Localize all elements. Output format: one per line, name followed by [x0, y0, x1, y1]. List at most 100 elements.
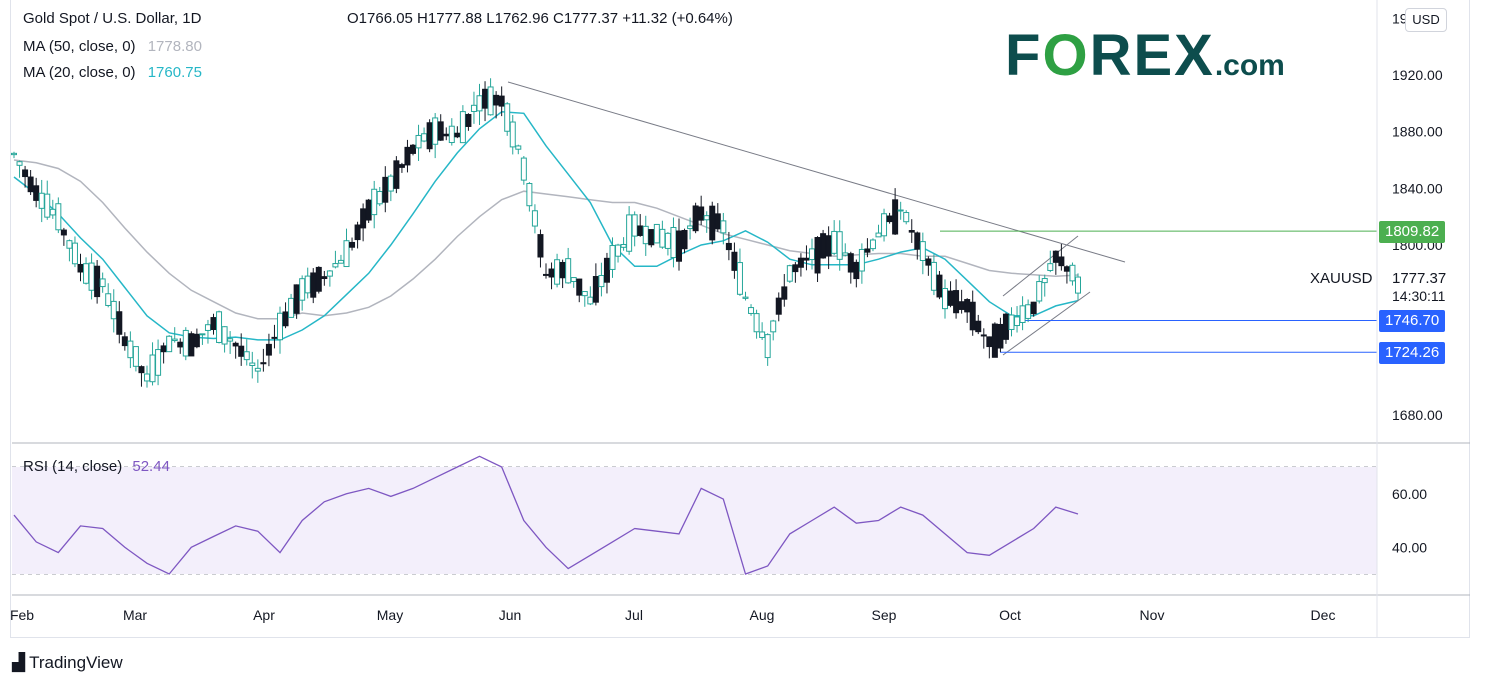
logo-letter: R — [1089, 23, 1134, 88]
candle-body — [83, 263, 90, 284]
candle-body — [1030, 301, 1037, 315]
candle-body — [149, 354, 156, 383]
candle-body — [227, 338, 234, 342]
descending-trendline — [507, 81, 1126, 263]
resistance-price-tag: 1809.82 — [1379, 221, 1446, 243]
candle-body — [953, 290, 960, 314]
symbol-title: Gold Spot / U.S. Dollar, 1D — [23, 10, 202, 27]
candle-body — [277, 312, 283, 341]
logo-suffix: .com — [1214, 49, 1285, 82]
candle-body — [986, 336, 993, 348]
candle-body — [581, 291, 588, 297]
ma50-legend[interactable]: MA (50, close, 0) 1778.80 — [23, 38, 202, 55]
tradingview-label: TradingView — [29, 653, 123, 672]
candle-body — [448, 125, 455, 144]
candle-body — [991, 323, 998, 358]
candle-body — [288, 297, 295, 318]
candle-body — [127, 340, 134, 359]
candle-body — [354, 224, 361, 241]
candle-body — [897, 209, 904, 212]
candle-body — [199, 333, 206, 336]
candle-body — [365, 199, 372, 221]
candle-body — [1058, 256, 1065, 267]
time-tick-label: Jul — [625, 607, 643, 623]
candle-body — [387, 175, 394, 192]
candle-body — [116, 311, 123, 335]
candle-body — [1063, 266, 1070, 272]
candle-body — [1014, 316, 1021, 327]
time-tick-label: Mar — [123, 607, 147, 623]
candle-body — [637, 225, 644, 236]
channel-upper-line — [1002, 235, 1079, 297]
candle-body — [537, 234, 544, 258]
candle-body — [1069, 264, 1076, 282]
candle-body — [925, 258, 932, 266]
candle-body — [709, 205, 716, 241]
candle-body — [349, 241, 356, 248]
currency-badge[interactable]: USD — [1405, 8, 1447, 32]
candle-body — [748, 307, 755, 314]
candle-body — [493, 94, 500, 106]
last-symbol-label: XAUUSD — [1310, 270, 1373, 287]
candle-body — [476, 95, 483, 112]
candle-body — [570, 277, 577, 282]
price-chart[interactable]: 1920.001880.001840.001800.001680.0019Feb… — [0, 0, 1485, 640]
candle-body — [482, 88, 489, 109]
candle-body — [88, 262, 95, 291]
candle-body — [803, 257, 810, 261]
candle-body — [443, 133, 450, 137]
candle-body — [764, 334, 771, 359]
candle-body — [853, 261, 860, 280]
candle-body — [144, 373, 150, 382]
rsi-line — [13, 455, 1079, 575]
candle-body — [188, 333, 195, 357]
candle-body — [193, 333, 200, 348]
candle-body — [858, 248, 865, 272]
candle-body — [919, 241, 926, 261]
rsi-legend[interactable]: RSI (14, close) 52.44 — [23, 458, 170, 475]
candle-body — [498, 95, 505, 107]
time-tick-label: Apr — [253, 607, 275, 623]
candle-body — [1052, 250, 1059, 263]
candle-body — [487, 86, 494, 116]
candle-body — [110, 300, 117, 320]
price-tick-label: 1920.00 — [1392, 67, 1443, 83]
rsi-label: RSI (14, close) — [23, 458, 123, 475]
candle-body — [814, 237, 821, 274]
ma20-value: 1760.75 — [147, 64, 202, 81]
time-tick-label: Dec — [1311, 607, 1336, 623]
candle-body — [681, 229, 688, 250]
last-price-label: 1777.37 — [1392, 270, 1447, 287]
candle-body — [958, 301, 965, 310]
time-tick-label: Sep — [872, 607, 897, 623]
ma20-legend[interactable]: MA (20, close, 0) 1760.75 — [23, 64, 202, 81]
candle-body — [626, 214, 633, 252]
candle-body — [77, 263, 84, 273]
candle-body — [775, 297, 782, 315]
rsi-tick-label: 40.00 — [1392, 539, 1427, 555]
candle-body — [820, 233, 827, 259]
candle-body — [975, 320, 982, 333]
candle-body — [836, 231, 843, 260]
candle-body — [670, 226, 677, 259]
candle-body — [138, 366, 145, 374]
tradingview-logo-icon: ▟ — [12, 653, 26, 672]
ma50-label: MA (50, close, 0) — [23, 38, 136, 55]
candle-body — [459, 111, 466, 144]
ohlc-readout: O1766.05 H1777.88 L1762.96 C1777.37 +11.… — [347, 10, 733, 27]
candle-body — [559, 261, 566, 279]
candle-body — [770, 320, 777, 333]
candle-body — [182, 329, 189, 357]
support-2-price-tag: 1724.26 — [1379, 342, 1446, 364]
candle-body — [831, 230, 838, 254]
chart-frame[interactable] — [10, 0, 1470, 638]
candle-body — [160, 345, 167, 353]
candle-body — [55, 203, 62, 231]
candle-body — [598, 275, 605, 288]
candle-body — [421, 133, 428, 142]
forex-logo: FOREX.com — [1005, 22, 1285, 89]
candle-body — [565, 258, 572, 284]
candle-body — [1008, 314, 1015, 330]
rsi-tick-label: 60.00 — [1392, 486, 1427, 502]
candle-body — [642, 225, 649, 245]
